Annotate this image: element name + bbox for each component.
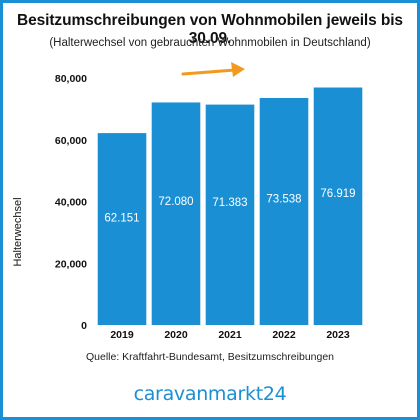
trend-arrow-shaft — [181, 68, 237, 76]
data-label: 72.080 — [158, 196, 193, 208]
x-tick-label: 2019 — [110, 329, 134, 341]
x-tick-label: 2021 — [218, 329, 242, 341]
x-tick-label: 2022 — [272, 329, 296, 341]
x-tick-label: 2023 — [326, 329, 350, 341]
data-label: 71.383 — [212, 197, 247, 209]
chart-title: Besitzumschreibungen von Wohnmobilen jew… — [17, 12, 403, 47]
data-label: 73.538 — [266, 193, 301, 205]
bar-2020 — [151, 102, 201, 325]
y-tick-label: 20,000 — [55, 258, 87, 270]
bar-2019 — [97, 133, 147, 325]
source-note: Quelle: Kraftfahrt-Bundesamt, Besitzumsc… — [85, 351, 335, 363]
bar-2022 — [259, 97, 309, 326]
data-label: 76.919 — [320, 188, 355, 200]
y-tick-label: 40,000 — [55, 197, 87, 209]
x-tick-label: 2020 — [164, 329, 188, 341]
y-tick-label: 80,000 — [55, 73, 87, 85]
bar-2021 — [205, 104, 255, 326]
y-tick-label: 0 — [81, 320, 87, 332]
data-label: 62.151 — [104, 212, 139, 224]
brand-logo: caravanmarkt24 — [133, 383, 287, 405]
chart-subtitle: (Halterwechsel von gebrauchten Wohnmobil… — [49, 37, 371, 49]
trend-arrow-head — [231, 62, 245, 77]
y-tick-label: 60,000 — [55, 135, 87, 147]
bar-2023 — [313, 87, 363, 325]
